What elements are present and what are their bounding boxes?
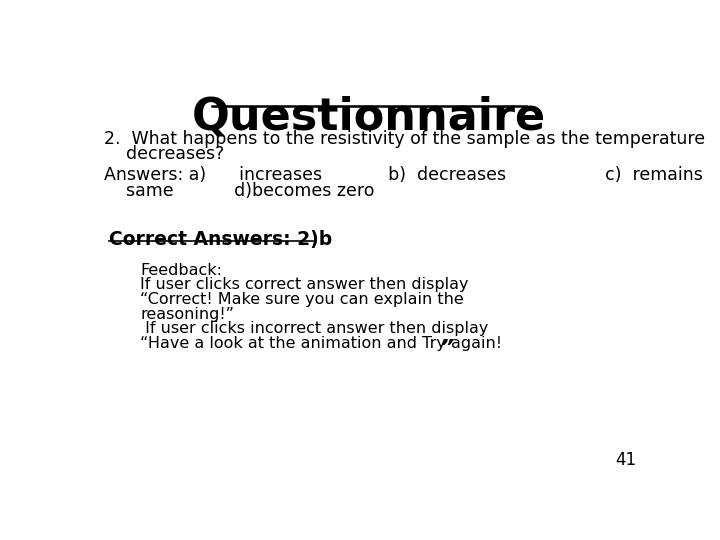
Text: 2.  What happens to the resistivity of the sample as the temperature: 2. What happens to the resistivity of th… xyxy=(104,130,705,148)
Text: same           d)becomes zero: same d)becomes zero xyxy=(104,182,374,200)
Text: 41: 41 xyxy=(616,451,636,469)
Text: ”: ” xyxy=(441,338,454,357)
Text: “Correct! Make sure you can explain the: “Correct! Make sure you can explain the xyxy=(140,292,464,307)
Text: Answers: a)      increases            b)  decreases                  c)  remains: Answers: a) increases b) decreases c) re… xyxy=(104,166,703,185)
Text: decreases?: decreases? xyxy=(104,145,224,163)
Text: “Have a look at the animation and Try again!: “Have a look at the animation and Try ag… xyxy=(140,336,503,351)
Text: Questionnaire: Questionnaire xyxy=(192,96,546,139)
Text: If user clicks incorrect answer then display: If user clicks incorrect answer then dis… xyxy=(140,321,489,336)
Text: Feedback:: Feedback: xyxy=(140,262,222,278)
Text: If user clicks correct answer then display: If user clicks correct answer then displ… xyxy=(140,278,469,292)
Text: reasoning!”: reasoning!” xyxy=(140,307,235,322)
Text: Correct Answers: 2)b: Correct Answers: 2)b xyxy=(109,231,333,249)
